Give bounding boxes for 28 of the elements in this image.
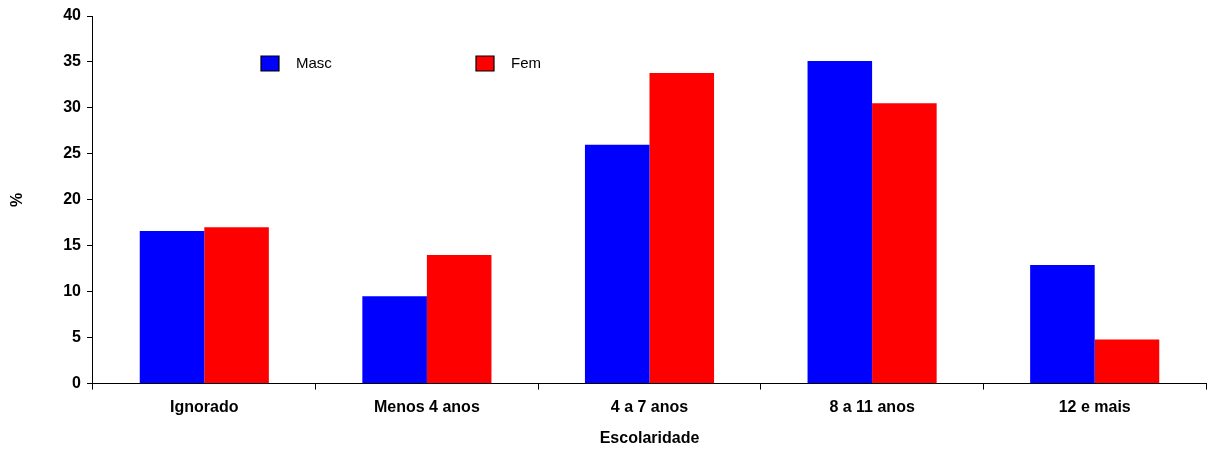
y-tick-label: 15 — [63, 236, 82, 254]
bar — [872, 103, 937, 384]
bar — [1030, 265, 1095, 384]
bar — [584, 144, 650, 384]
bar — [1094, 339, 1160, 384]
x-tick-label: 8 a 11 anos — [829, 397, 915, 415]
bar — [204, 227, 269, 384]
y-tick-label: 5 — [72, 328, 82, 346]
y-axis-title: % — [8, 192, 26, 207]
bar — [426, 254, 492, 384]
x-tick-label: Ignorado — [170, 397, 239, 415]
x-tick-label: 4 a 7 anos — [610, 397, 689, 415]
y-tick-label: 20 — [63, 190, 82, 208]
bar — [649, 72, 715, 384]
x-tick-label: 12 e mais — [1058, 397, 1131, 415]
legend-label: Fem — [511, 54, 541, 72]
y-tick-label: 40 — [63, 6, 82, 24]
bar — [807, 61, 873, 384]
x-axis-title: Escolaridade — [599, 428, 700, 446]
bar — [362, 296, 427, 384]
y-tick-label: 0 — [72, 374, 82, 392]
y-tick-label: 35 — [63, 52, 82, 70]
y-tick-label: 10 — [63, 282, 82, 300]
y-tick-label: 25 — [63, 144, 82, 162]
x-tick-label: Menos 4 anos — [373, 397, 480, 415]
y-tick-label: 30 — [63, 98, 82, 116]
bar — [139, 231, 205, 384]
legend-label: Masc — [296, 54, 333, 72]
